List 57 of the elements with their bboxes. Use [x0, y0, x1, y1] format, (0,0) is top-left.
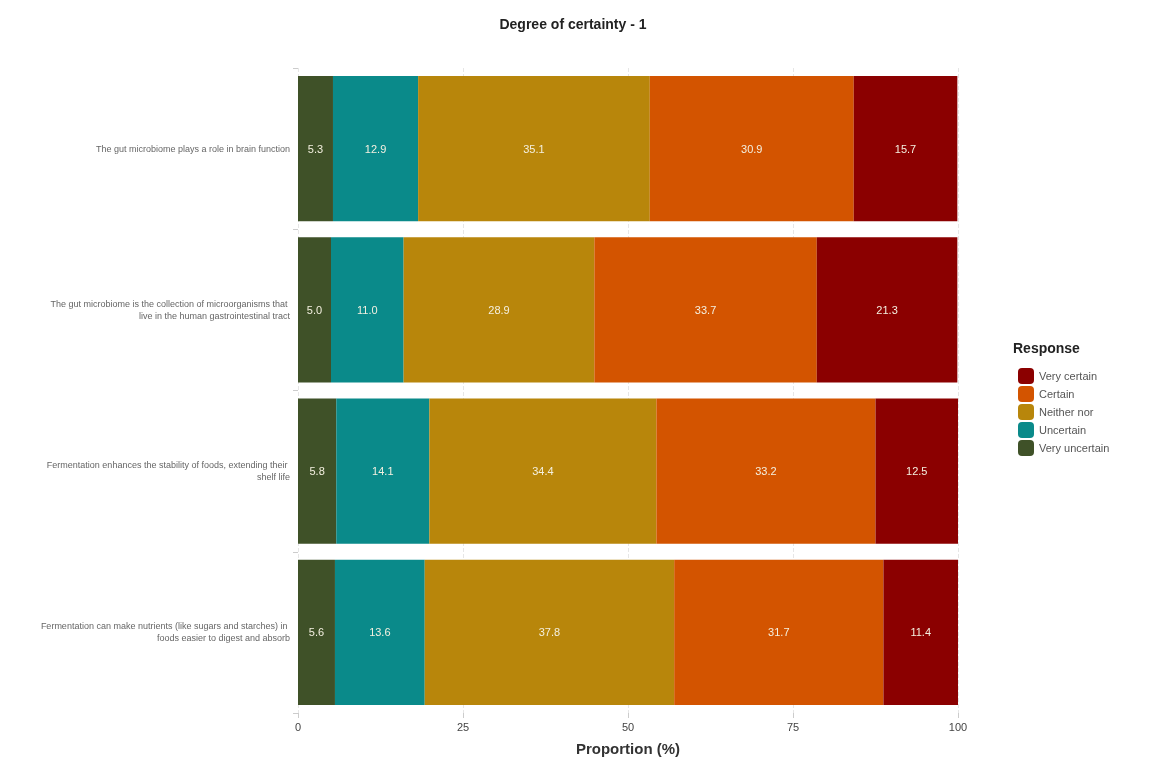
data-label: 28.9 [488, 303, 510, 316]
x-tick-label: 25 [456, 720, 470, 733]
data-label: 12.5 [906, 465, 928, 478]
bar [883, 559, 958, 705]
legend-label: Very uncertain [1039, 442, 1110, 454]
legend-label: Very certain [1039, 370, 1098, 382]
legend-label: Certain [1039, 388, 1075, 400]
x-tick-label: 75 [786, 720, 800, 733]
data-label: 30.9 [741, 142, 763, 155]
data-label: 35.1 [523, 142, 545, 155]
data-label: 34.4 [532, 465, 554, 478]
x-tick-label: 0 [294, 720, 302, 733]
data-label: 37.8 [538, 626, 561, 639]
y-tick-label: The gut microbiome plays a role in brain function [95, 143, 290, 154]
x-tick-label: 50 [621, 720, 635, 733]
bar [594, 237, 817, 383]
bar [332, 76, 419, 222]
x-axis-title: Proportion (%) [575, 740, 681, 757]
data-label: 5.0 [306, 303, 323, 316]
bar [334, 559, 425, 705]
bar [298, 398, 337, 544]
data-label: 12.9 [364, 142, 387, 155]
bar [336, 398, 430, 544]
data-label: 5.8 [309, 465, 325, 478]
bar [649, 76, 854, 222]
data-label: 31.7 [768, 626, 790, 639]
data-label: 11.4 [910, 626, 932, 639]
bar [853, 76, 958, 222]
bar [816, 237, 958, 383]
data-label: 5.6 [308, 626, 325, 639]
chart-title: Degree of certainty - 1 [499, 16, 647, 32]
x-tick-label: 100 [948, 720, 968, 733]
y-tick-label: The gut microbiome is the collection of microorganisms that live in the human gastrointestinal tract [50, 298, 291, 321]
bar [656, 398, 876, 544]
data-label: 21.3 [876, 303, 898, 316]
data-label: 5.3 [307, 142, 324, 155]
bar [331, 237, 404, 383]
bar [429, 398, 657, 544]
data-label: 14.1 [372, 465, 394, 478]
legend-label: Uncertain [1039, 424, 1087, 436]
bar [403, 237, 595, 383]
y-tick-label: Fermentation enhances the stability of foods, extending their shelf life [46, 460, 290, 483]
data-label: 13.6 [369, 626, 391, 639]
bar [424, 559, 675, 705]
bar [298, 76, 333, 222]
data-label: 15.7 [894, 142, 917, 155]
data-label: 33.7 [694, 303, 717, 316]
bar [298, 237, 331, 383]
bar [298, 559, 335, 705]
data-label: 11.0 [357, 303, 378, 316]
bar [418, 76, 650, 222]
bar [674, 559, 884, 705]
bar [875, 398, 958, 544]
legend-label: Neither nor [1039, 406, 1094, 418]
data-label: 33.2 [755, 465, 777, 478]
y-tick-label: Fermentation can make nutrients (like sugars and starches) in foods easier to digest and absorb [40, 621, 290, 644]
legend-title: Response [1013, 340, 1081, 356]
